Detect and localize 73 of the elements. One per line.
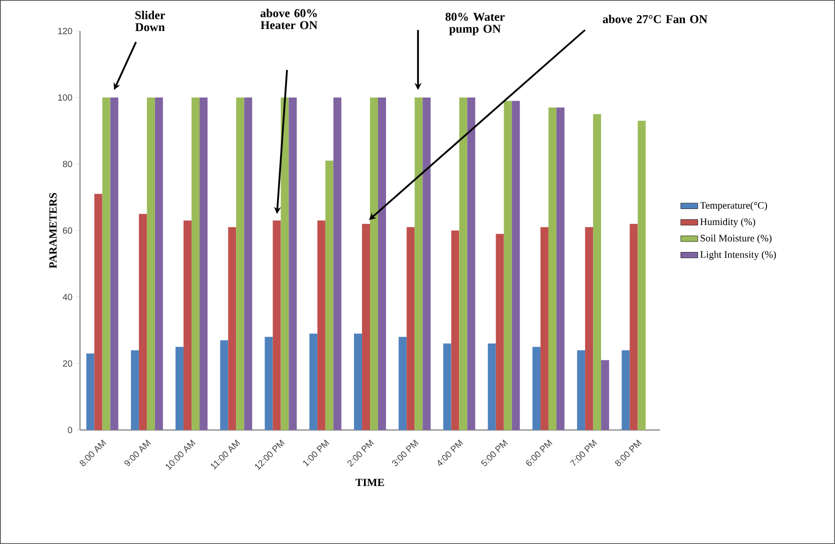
bar xyxy=(467,97,476,430)
bar xyxy=(86,354,94,430)
bar xyxy=(488,344,496,430)
bar xyxy=(288,97,297,430)
bar xyxy=(176,346,184,430)
y-tick-label: 20 xyxy=(62,360,72,367)
y-tick-label: 0 xyxy=(68,426,72,434)
bar xyxy=(532,346,540,430)
bar xyxy=(504,100,512,430)
legend-label: Soil Moisture (%) xyxy=(700,234,772,244)
bar xyxy=(370,97,378,430)
bar xyxy=(512,100,520,430)
bar xyxy=(406,227,415,430)
x-tick-label: 7:00 PM xyxy=(570,440,597,466)
bar xyxy=(354,334,362,430)
bar xyxy=(244,97,252,430)
bar xyxy=(317,220,326,430)
bar xyxy=(459,97,468,430)
bar xyxy=(110,97,118,430)
bar xyxy=(362,224,370,430)
bar xyxy=(192,97,200,430)
text: above 27°C Fan ON xyxy=(602,14,708,24)
y-tick-label: 120 xyxy=(58,28,72,34)
bar xyxy=(94,194,102,430)
x-tick-label: 4:00 PM xyxy=(438,440,464,466)
x-tick-label: 6:00 PM xyxy=(526,440,552,466)
legend-label: Humidity (%) xyxy=(700,218,756,228)
text: above 60% Heater ON xyxy=(260,8,318,30)
y-tick-label: 40 xyxy=(62,294,72,300)
legend-label: Temperature(°C) xyxy=(700,202,768,211)
bar xyxy=(451,230,460,430)
bar xyxy=(601,360,610,430)
bar xyxy=(577,350,586,430)
annotation: Slider Down xyxy=(135,10,166,32)
bar xyxy=(414,97,423,430)
bar xyxy=(280,97,289,430)
bar xyxy=(146,97,155,430)
bar xyxy=(130,350,139,430)
bar xyxy=(630,224,638,430)
bar xyxy=(102,97,110,430)
bar xyxy=(378,97,386,430)
bar xyxy=(593,114,602,430)
bar xyxy=(138,214,147,430)
bar xyxy=(200,97,208,430)
x-tick-label: 8:00 AM xyxy=(80,440,106,466)
bar xyxy=(585,227,594,430)
y-axis-title: PARAMETERS xyxy=(49,193,57,268)
bar xyxy=(443,344,452,430)
bar xyxy=(496,234,504,430)
annotation: 80% Water pump ON xyxy=(446,12,505,36)
y-tick-label: 100 xyxy=(58,94,72,101)
bar xyxy=(398,336,407,430)
x-tick-label: 9:00 AM xyxy=(124,440,151,466)
bar xyxy=(622,350,630,430)
bar xyxy=(548,107,556,430)
bar xyxy=(272,220,281,430)
bar xyxy=(556,107,564,430)
y-tick-label: 60 xyxy=(62,227,72,234)
bar xyxy=(540,227,548,430)
bar xyxy=(422,97,431,430)
bar xyxy=(309,334,318,430)
bar xyxy=(154,97,163,430)
bar xyxy=(325,160,334,430)
bar xyxy=(228,227,236,430)
legend-label: Light Intensity (%) xyxy=(700,250,776,260)
bar xyxy=(264,336,273,430)
bar xyxy=(236,97,244,430)
y-tick-label: 80 xyxy=(62,160,72,168)
x-axis-title: TIME xyxy=(356,478,384,486)
bar xyxy=(184,220,192,430)
bar xyxy=(638,120,646,430)
bar xyxy=(220,340,228,430)
bar xyxy=(333,97,342,430)
